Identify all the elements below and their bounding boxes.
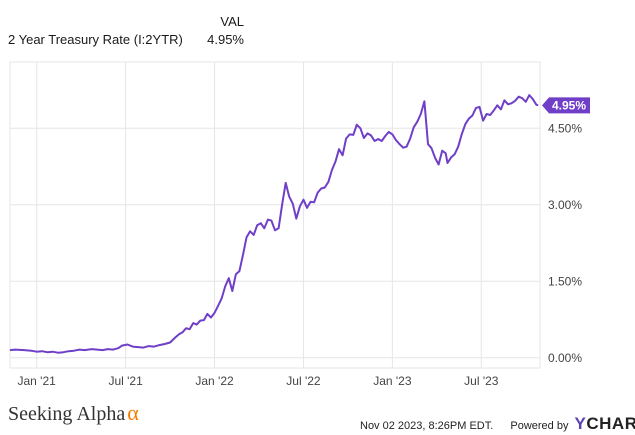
x-tick-label: Jan '22 [195,374,234,388]
y-tick-label: 3.00% [548,198,582,212]
footer: Nov 02 2023, 8:26PM EDT. Powered by YCHA… [360,414,635,434]
x-tick-label: Jan '23 [373,374,412,388]
end-badge-shape [542,97,590,114]
timestamp: Nov 02 2023, 8:26PM EDT. [360,420,494,432]
x-tick-label: Jan '21 [18,374,57,388]
powered-by-label: Powered by [510,420,569,432]
legend-series-name: 2 Year Treasury Rate (I:2YTR) [8,32,183,47]
legend-series-value: 4.95% [207,32,244,47]
x-tick-label: Jul '22 [286,374,321,388]
x-tick-label: Jul '21 [108,374,143,388]
seeking-alpha-logo: Seeking Alphaα [8,400,139,426]
plot-border [9,61,541,369]
chart: 0.00%1.50%3.00%4.50% Jan '21 Jul '21 Jan '… [9,61,590,388]
brand-name: Seeking Alpha [8,403,126,425]
end-badge-label: 4.95% [552,98,586,112]
chart-grid [9,61,541,369]
alpha-symbol-icon: α [127,400,139,425]
y-axis: 0.00% 1.50% 3.00% 4.50% [548,121,582,364]
y-tick-label: 1.50% [548,274,582,288]
y-tick-label: 0.00% [548,351,582,365]
x-axis: Jan '21 Jul '21 Jan '22 Jul '22 Jan '23 Jul '… [18,374,499,388]
ycharts-logo: YCHARTS [574,414,635,433]
series-line [9,94,539,354]
legend-value-header: VAL [220,14,244,29]
end-value-badge: 4.95% [542,97,590,114]
x-tick-label: Jul '23 [464,374,499,388]
y-tick-label: 4.50% [548,121,582,135]
